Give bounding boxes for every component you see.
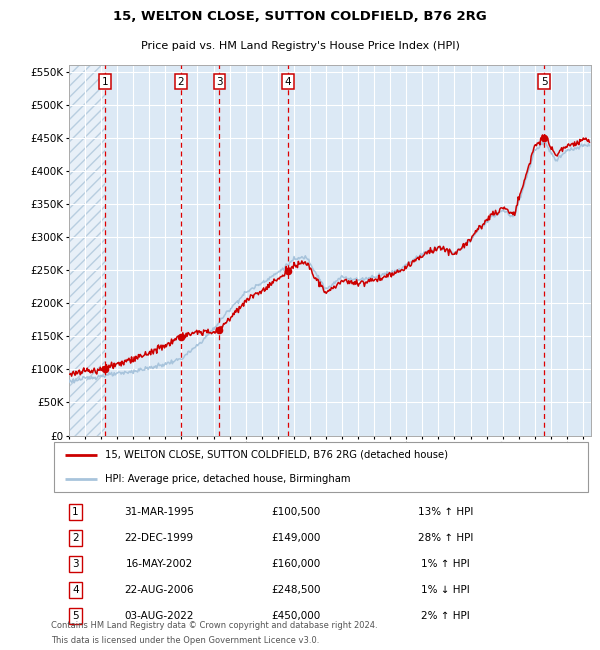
Text: 3: 3 — [216, 77, 223, 86]
Bar — [69, 65, 105, 436]
Text: 3: 3 — [72, 559, 79, 569]
Text: 15, WELTON CLOSE, SUTTON COLDFIELD, B76 2RG (detached house): 15, WELTON CLOSE, SUTTON COLDFIELD, B76 … — [105, 450, 448, 460]
Text: 4: 4 — [72, 585, 79, 595]
Text: 15, WELTON CLOSE, SUTTON COLDFIELD, B76 2RG: 15, WELTON CLOSE, SUTTON COLDFIELD, B76 … — [113, 10, 487, 23]
Text: 22-AUG-2006: 22-AUG-2006 — [124, 585, 194, 595]
Text: 5: 5 — [72, 611, 79, 621]
Text: 03-AUG-2022: 03-AUG-2022 — [124, 611, 194, 621]
Text: 28% ↑ HPI: 28% ↑ HPI — [418, 533, 473, 543]
Bar — [69, 65, 105, 436]
Text: 4: 4 — [285, 77, 292, 86]
Text: 2: 2 — [178, 77, 184, 86]
Text: Contains HM Land Registry data © Crown copyright and database right 2024.: Contains HM Land Registry data © Crown c… — [51, 621, 377, 630]
Text: £248,500: £248,500 — [271, 585, 321, 595]
Text: 1% ↓ HPI: 1% ↓ HPI — [421, 585, 470, 595]
Text: 1: 1 — [72, 507, 79, 517]
Text: 22-DEC-1999: 22-DEC-1999 — [124, 533, 194, 543]
Text: 1% ↑ HPI: 1% ↑ HPI — [421, 559, 470, 569]
Text: 5: 5 — [541, 77, 547, 86]
Text: 13% ↑ HPI: 13% ↑ HPI — [418, 507, 473, 517]
Text: HPI: Average price, detached house, Birmingham: HPI: Average price, detached house, Birm… — [105, 474, 350, 484]
Text: This data is licensed under the Open Government Licence v3.0.: This data is licensed under the Open Gov… — [51, 636, 319, 645]
Text: £450,000: £450,000 — [272, 611, 321, 621]
Text: 31-MAR-1995: 31-MAR-1995 — [124, 507, 194, 517]
Text: £160,000: £160,000 — [272, 559, 321, 569]
Text: £149,000: £149,000 — [272, 533, 321, 543]
Text: 2% ↑ HPI: 2% ↑ HPI — [421, 611, 470, 621]
Text: 1: 1 — [102, 77, 109, 86]
Text: 16-MAY-2002: 16-MAY-2002 — [125, 559, 193, 569]
Text: 2: 2 — [72, 533, 79, 543]
Text: £100,500: £100,500 — [272, 507, 321, 517]
FancyBboxPatch shape — [54, 441, 588, 493]
Text: Price paid vs. HM Land Registry's House Price Index (HPI): Price paid vs. HM Land Registry's House … — [140, 41, 460, 51]
